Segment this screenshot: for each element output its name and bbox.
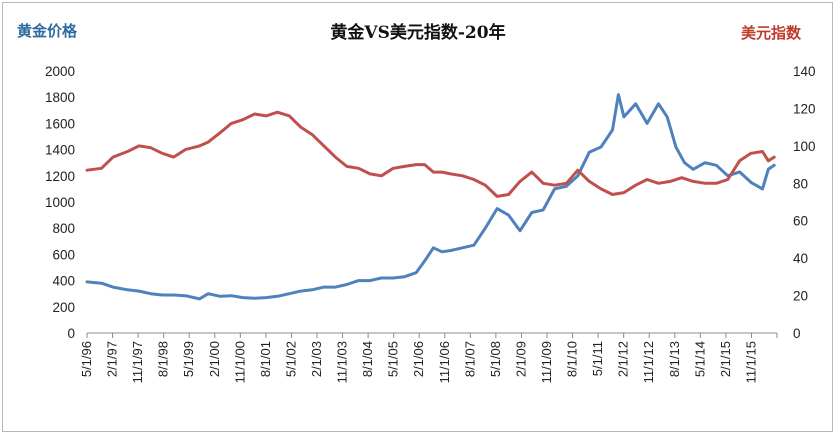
right-tick-label: 100	[793, 139, 816, 154]
left-tick-label: 1800	[45, 90, 75, 105]
gold-price-line	[85, 93, 776, 301]
x-tick-label: 11/1/15	[743, 341, 758, 383]
left-tick-label: 2000	[45, 64, 75, 79]
right-tick-label: 80	[793, 176, 808, 191]
right-tick-label: 0	[793, 326, 801, 341]
right-tick-label: 120	[793, 101, 816, 116]
x-tick-label: 5/1/08	[488, 341, 503, 377]
x-tick-label: 2/1/03	[309, 341, 324, 377]
left-tick-label: 200	[52, 300, 75, 315]
left-tick-label: 1600	[45, 116, 75, 131]
usd-index-line	[85, 110, 776, 198]
chart-svg: 黄金VS美元指数-20年 黄金价格 美元指数 02004006008001000…	[17, 22, 816, 383]
x-tick-label: 11/1/12	[641, 341, 656, 383]
x-tick-label: 8/1/13	[667, 341, 682, 377]
x-tick-label: 11/1/06	[437, 341, 452, 383]
x-tick-label: 11/1/09	[539, 341, 554, 383]
x-tick-label: 2/1/06	[411, 341, 426, 377]
left-tick-label: 600	[52, 247, 75, 262]
x-axis: 5/1/96 2/1/97 11/1/97 8/1/98 5/1/99 2/1/00 11/…	[79, 332, 778, 383]
left-tick-label: 0	[67, 326, 75, 341]
x-tick-label: 5/1/14	[692, 341, 707, 377]
right-tick-label: 20	[793, 289, 808, 304]
x-tick-label: 8/1/07	[462, 341, 477, 377]
right-tick-label: 60	[793, 214, 808, 229]
x-tick-label: 8/1/98	[156, 341, 171, 377]
left-axis-title: 黄金价格	[17, 22, 78, 40]
series-layer	[85, 93, 776, 301]
chart-frame: 黄金VS美元指数-20年 黄金价格 美元指数 0 200 400 600 800 1000…	[2, 2, 833, 432]
left-axis-ticks: 0 200 400 600 800 1000 1200 1400 1600 1800 2000	[45, 64, 75, 341]
x-tick-label: 5/1/05	[386, 341, 401, 377]
left-tick-label: 1200	[45, 169, 75, 184]
left-tick-label: 1400	[45, 143, 75, 158]
x-tick-label: 2/1/97	[105, 341, 120, 377]
left-tick-label: 1000	[45, 195, 75, 210]
chart-title: 黄金VS美元指数-20年	[330, 22, 505, 43]
x-tick-label: 11/1/03	[335, 341, 350, 383]
right-axis-title: 美元指数	[741, 24, 802, 42]
x-tick-label: 8/1/01	[258, 341, 273, 377]
x-tick-label: 11/1/00	[232, 341, 247, 383]
x-tick-label: 2/1/15	[718, 341, 733, 377]
left-tick-label: 400	[52, 274, 75, 289]
x-tick-label: 5/1/96	[79, 341, 94, 377]
right-tick-label: 140	[793, 64, 816, 79]
right-axis-ticks: 0 20 40 60 80 100 120 140	[793, 64, 816, 341]
x-tick-label: 5/1/11	[590, 341, 605, 376]
x-tick-label: 8/1/10	[565, 341, 580, 377]
x-tick-label: 5/1/02	[283, 341, 298, 377]
x-tick-label: 5/1/99	[181, 341, 196, 377]
right-tick-label: 40	[793, 251, 808, 266]
x-tick-label: 2/1/00	[207, 341, 222, 377]
left-tick-label: 800	[52, 221, 75, 236]
x-tick-label: 2/1/09	[513, 341, 528, 377]
x-tick-label: 11/1/97	[130, 341, 145, 383]
x-tick-label: 8/1/04	[360, 341, 375, 377]
x-tick-label: 2/1/12	[616, 341, 631, 377]
